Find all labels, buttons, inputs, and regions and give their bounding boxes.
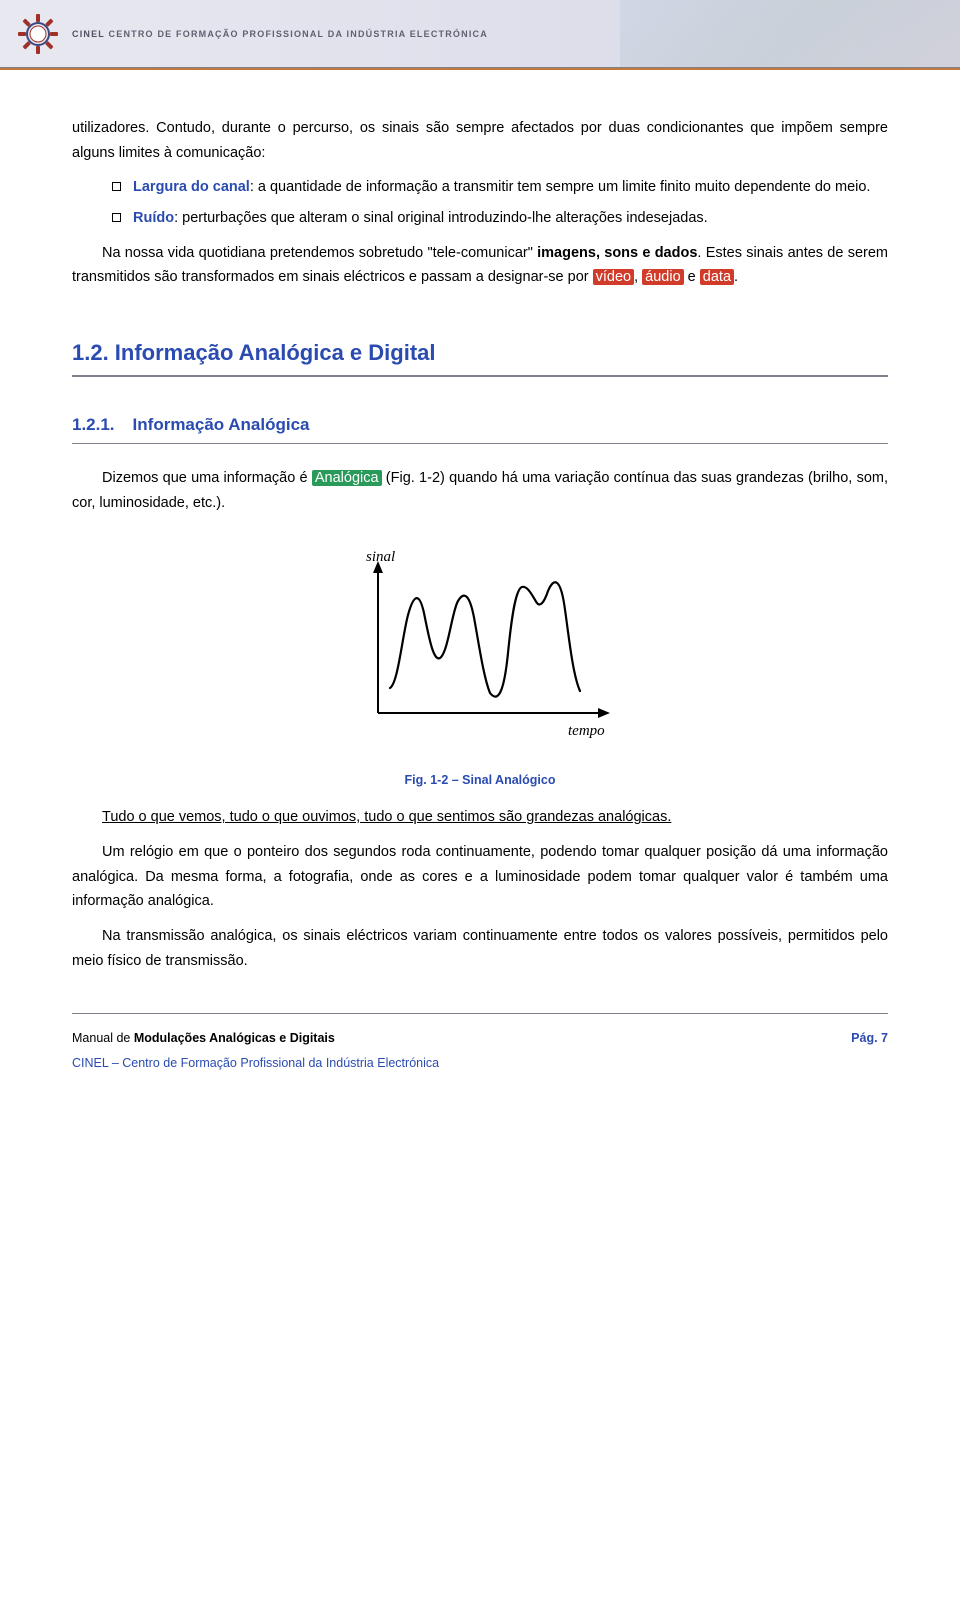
post-figure-p1: Tudo o que vemos, tudo o que ouvimos, tu… — [72, 805, 888, 830]
highlight-audio: áudio — [642, 269, 683, 285]
bullet-icon — [112, 182, 121, 191]
figure-caption: Fig. 1-2 – Sinal Analógico — [72, 770, 888, 791]
logo-icon — [16, 12, 60, 56]
footer-page-number: Pág. 7 — [851, 1028, 888, 1075]
footer-manual-line: Manual de Modulações Analógicas e Digita… — [72, 1028, 439, 1049]
bullet-item: Ruído: perturbações que alteram o sinal … — [72, 206, 888, 231]
footer-left: Manual de Modulações Analógicas e Digita… — [72, 1028, 439, 1075]
signal-waveform — [390, 583, 580, 697]
text-span: . — [734, 269, 738, 285]
intro-paragraph: utilizadores. Contudo, durante o percurs… — [72, 116, 888, 165]
bullet-text: Largura do canal: a quantidade de inform… — [133, 175, 870, 200]
y-axis-label: sinal — [366, 549, 395, 565]
subsection-title: Informação Analógica — [133, 415, 310, 434]
analog-signal-chart: sinal tempo — [316, 535, 644, 751]
post-figure-p3: Na transmissão analógica, os sinais eléc… — [72, 924, 888, 973]
footer-title: Modulações Analógicas e Digitais — [134, 1031, 335, 1045]
bullet-rest: : a quantidade de informação a transmiti… — [250, 179, 871, 195]
bold-trio: imagens, sons e dados — [537, 245, 697, 261]
subsection-paragraph-1: Dizemos que uma informação é Analógica (… — [72, 466, 888, 515]
highlight-video: vídeo — [593, 269, 634, 285]
bullet-icon — [112, 213, 121, 222]
section-heading: 1.2. Informação Analógica e Digital — [72, 334, 888, 377]
footer-prefix: Manual de — [72, 1031, 134, 1045]
text-span: Na nossa vida quotidiana pretendemos sob… — [102, 245, 537, 261]
highlight-analog: Analógica — [312, 470, 382, 486]
header-tagline: CENTRO DE FORMAÇÃO PROFISSIONAL DA INDÚS… — [109, 29, 488, 39]
subsection-number: 1.2.1. — [72, 411, 115, 440]
header-org: CINEL — [72, 29, 105, 39]
text-span: , — [634, 269, 642, 285]
post-figure-p2: Um relógio em que o ponteiro dos segundo… — [72, 840, 888, 914]
header-banner: CINEL CENTRO DE FORMAÇÃO PROFISSIONAL DA… — [0, 0, 960, 68]
header-text: CINEL CENTRO DE FORMAÇÃO PROFISSIONAL DA… — [72, 29, 488, 39]
x-axis-label: tempo — [568, 723, 605, 739]
figure: sinal tempo Fig. 1-2 – Sinal Analógico — [72, 535, 888, 791]
page-content: utilizadores. Contudo, durante o percurs… — [0, 70, 960, 1103]
bullet-term: Largura do canal — [133, 179, 250, 195]
subsection-heading: 1.2.1. Informação Analógica — [72, 411, 888, 444]
text-span: Dizemos que uma informação é — [102, 470, 312, 486]
bullet-term: Ruído — [133, 210, 174, 226]
highlight-data: data — [700, 269, 734, 285]
page-footer: Manual de Modulações Analógicas e Digita… — [72, 1013, 888, 1075]
bullet-text: Ruído: perturbações que alteram o sinal … — [133, 206, 708, 231]
bullet-rest: : perturbações que alteram o sinal origi… — [174, 210, 708, 226]
text-span: e — [684, 269, 700, 285]
header-decoration — [620, 0, 960, 67]
bullet-item: Largura do canal: a quantidade de inform… — [72, 175, 888, 200]
paragraph-after-bullets: Na nossa vida quotidiana pretendemos sob… — [72, 241, 888, 290]
footer-sub: CINEL – Centro de Formação Profissional … — [72, 1053, 439, 1074]
